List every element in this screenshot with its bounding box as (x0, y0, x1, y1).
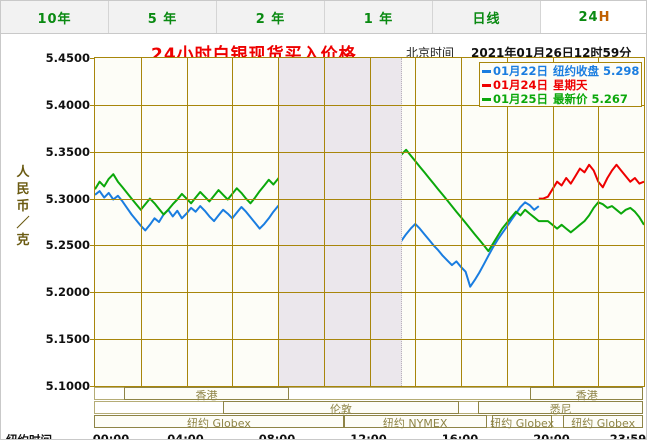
session-bar-香港[interactable]: 香港 (124, 387, 289, 402)
session-bar-纽约-Globex[interactable]: 纽约 Globex (94, 415, 344, 430)
tab-24H[interactable]: 24 H (541, 1, 646, 33)
session-bar-伦敦[interactable]: 伦敦 (223, 401, 460, 416)
gridline-v-11 (598, 58, 599, 386)
y-tick-label-4: 5.2500 (45, 238, 90, 252)
gridline-v-2 (187, 58, 188, 386)
legend-color-swatch-blue (482, 69, 491, 73)
session-row-1: 伦敦 悉尼 (94, 401, 645, 416)
session-row-2: 纽约 Globex 纽约 NYMEX 纽约 Globex 纽约 Globex (94, 415, 645, 430)
legend-color-swatch-green (482, 97, 491, 101)
x-axis-row-label-ny: 纽约时间 (6, 433, 52, 440)
x-tick-label-ny-2: 08:00 (258, 432, 296, 440)
y-tick-mark-4 (90, 245, 95, 246)
y-tick-label-2: 5.3500 (45, 145, 90, 159)
legend-text: 纽约收盘 (553, 64, 600, 78)
x-tick-label-ny-5: 20:00 (533, 432, 570, 440)
y-tick-mark-0 (90, 58, 95, 59)
gridline-h-1 (95, 105, 644, 106)
y-tick-label-3: 5.3000 (45, 192, 90, 206)
session-bar-香港[interactable]: 香港 (530, 387, 643, 402)
y-tick-label-0: 5.4500 (45, 51, 90, 65)
session-label: 纽约 NYMEX (382, 417, 448, 430)
session-label: 悉尼 (549, 403, 572, 416)
session-label: 伦敦 (330, 403, 353, 416)
gridline-v-4 (278, 58, 279, 386)
session-label: 纽约 Globex (571, 417, 636, 430)
y-tick-label-6: 5.1500 (45, 332, 90, 346)
legend-date: 01月25日 (493, 92, 549, 106)
y-tick-mark-3 (90, 199, 95, 200)
x-tick-label-ny-3: 12:00 (350, 432, 387, 440)
market-sessions: 香港 香港 伦敦 悉尼 纽约 Globex 纽约 NYMEX 纽约 Globex 纽约 Glo… (94, 387, 645, 430)
session-bar-纽约-Globex[interactable]: 纽约 Globex (490, 415, 555, 430)
gridline-v-8 (461, 58, 462, 386)
y-tick-label-7: 5.1000 (45, 379, 90, 393)
tab-label-suffix: H (598, 9, 611, 25)
chart-container: 24小时白银现货买入价格 北京时间 2021年01月26日12时59分 人民币／… (1, 34, 647, 440)
gridline-h-6 (95, 339, 644, 340)
y-tick-mark-2 (90, 152, 95, 153)
legend-date: 01月24日 (493, 78, 549, 92)
legend-value: 5.267 (591, 92, 628, 106)
price-line-series-1 (538, 163, 644, 200)
gridline-h-7 (95, 386, 644, 387)
y-tick-mark-7 (90, 386, 95, 387)
x-tick-label-ny-1: 04:00 (167, 432, 204, 440)
session-bar-纽约-NYMEX[interactable]: 纽约 NYMEX (343, 415, 487, 430)
y-axis-title: 人民币／克 (16, 165, 30, 248)
session-label: 香港 (195, 389, 218, 402)
gridline-h-2 (95, 152, 644, 153)
y-tick-mark-1 (90, 105, 95, 106)
tab-日线[interactable]: 日线 (433, 1, 541, 33)
y-tick-mark-5 (90, 292, 95, 293)
session-label: 纽约 Globex (490, 417, 555, 430)
y-tick-mark-6 (90, 339, 95, 340)
session-bar-悉尼[interactable]: 悉尼 (478, 401, 643, 416)
legend-text: 星期天 (553, 78, 588, 92)
tab-label-num: 24 (578, 9, 599, 25)
session-bar-纽约-Globex[interactable]: 纽约 Globex (563, 415, 643, 430)
y-tick-label-1: 5.4000 (45, 98, 90, 112)
legend-value: 5.298 (603, 64, 640, 78)
x-tick-label-ny-4: 16:00 (441, 432, 479, 440)
x-tick-label-ny-0: 00:00 (92, 432, 130, 440)
gridline-v-5 (324, 58, 325, 386)
session-label: 香港 (575, 389, 598, 402)
legend-row-green: 01月25日 最新价 5.267 (482, 92, 639, 106)
gridline-v-9 (507, 58, 508, 386)
gridline-h-4 (95, 245, 644, 246)
series-legend: 01月22日 纽约收盘 5.298 01月24日 星期天 01月25日 最新价 5.267 (479, 62, 642, 107)
plot-area[interactable]: 5.4500 5.4000 5.3500 5.3000 5.2500 5.2000 5.15… (46, 51, 645, 393)
tab-2年[interactable]: 2 年 (217, 1, 325, 33)
gridline-h-3 (95, 199, 644, 200)
beijing-time-value: 2021年01月26日12时59分 (471, 46, 632, 60)
tab-1年[interactable]: 1 年 (325, 1, 433, 33)
gridline-v-7 (415, 58, 416, 386)
gridline-v-6 (370, 58, 371, 386)
gridline-v-10 (553, 58, 554, 386)
beijing-time-label: 北京时间 (406, 46, 455, 60)
legend-text: 最新价 (553, 92, 588, 106)
gridline-v-3 (232, 58, 233, 386)
gridline-v-1 (141, 58, 142, 386)
legend-date: 01月22日 (493, 64, 549, 78)
session-label: 纽约 Globex (186, 417, 251, 430)
y-tick-label-5: 5.2000 (45, 285, 90, 299)
tab-5年[interactable]: 5 年 (109, 1, 217, 33)
session-row-0: 香港 香港 (94, 387, 645, 402)
legend-color-swatch-red (482, 83, 491, 87)
legend-row-blue: 01月22日 纽约收盘 5.298 (482, 64, 639, 78)
x-tick-label-ny-6: 23:59 (609, 432, 647, 440)
gridline-h-5 (95, 292, 644, 293)
shaded-region-0 (277, 58, 402, 386)
tab-10年[interactable]: 10年 (1, 1, 109, 33)
legend-row-red: 01月24日 星期天 (482, 78, 639, 92)
